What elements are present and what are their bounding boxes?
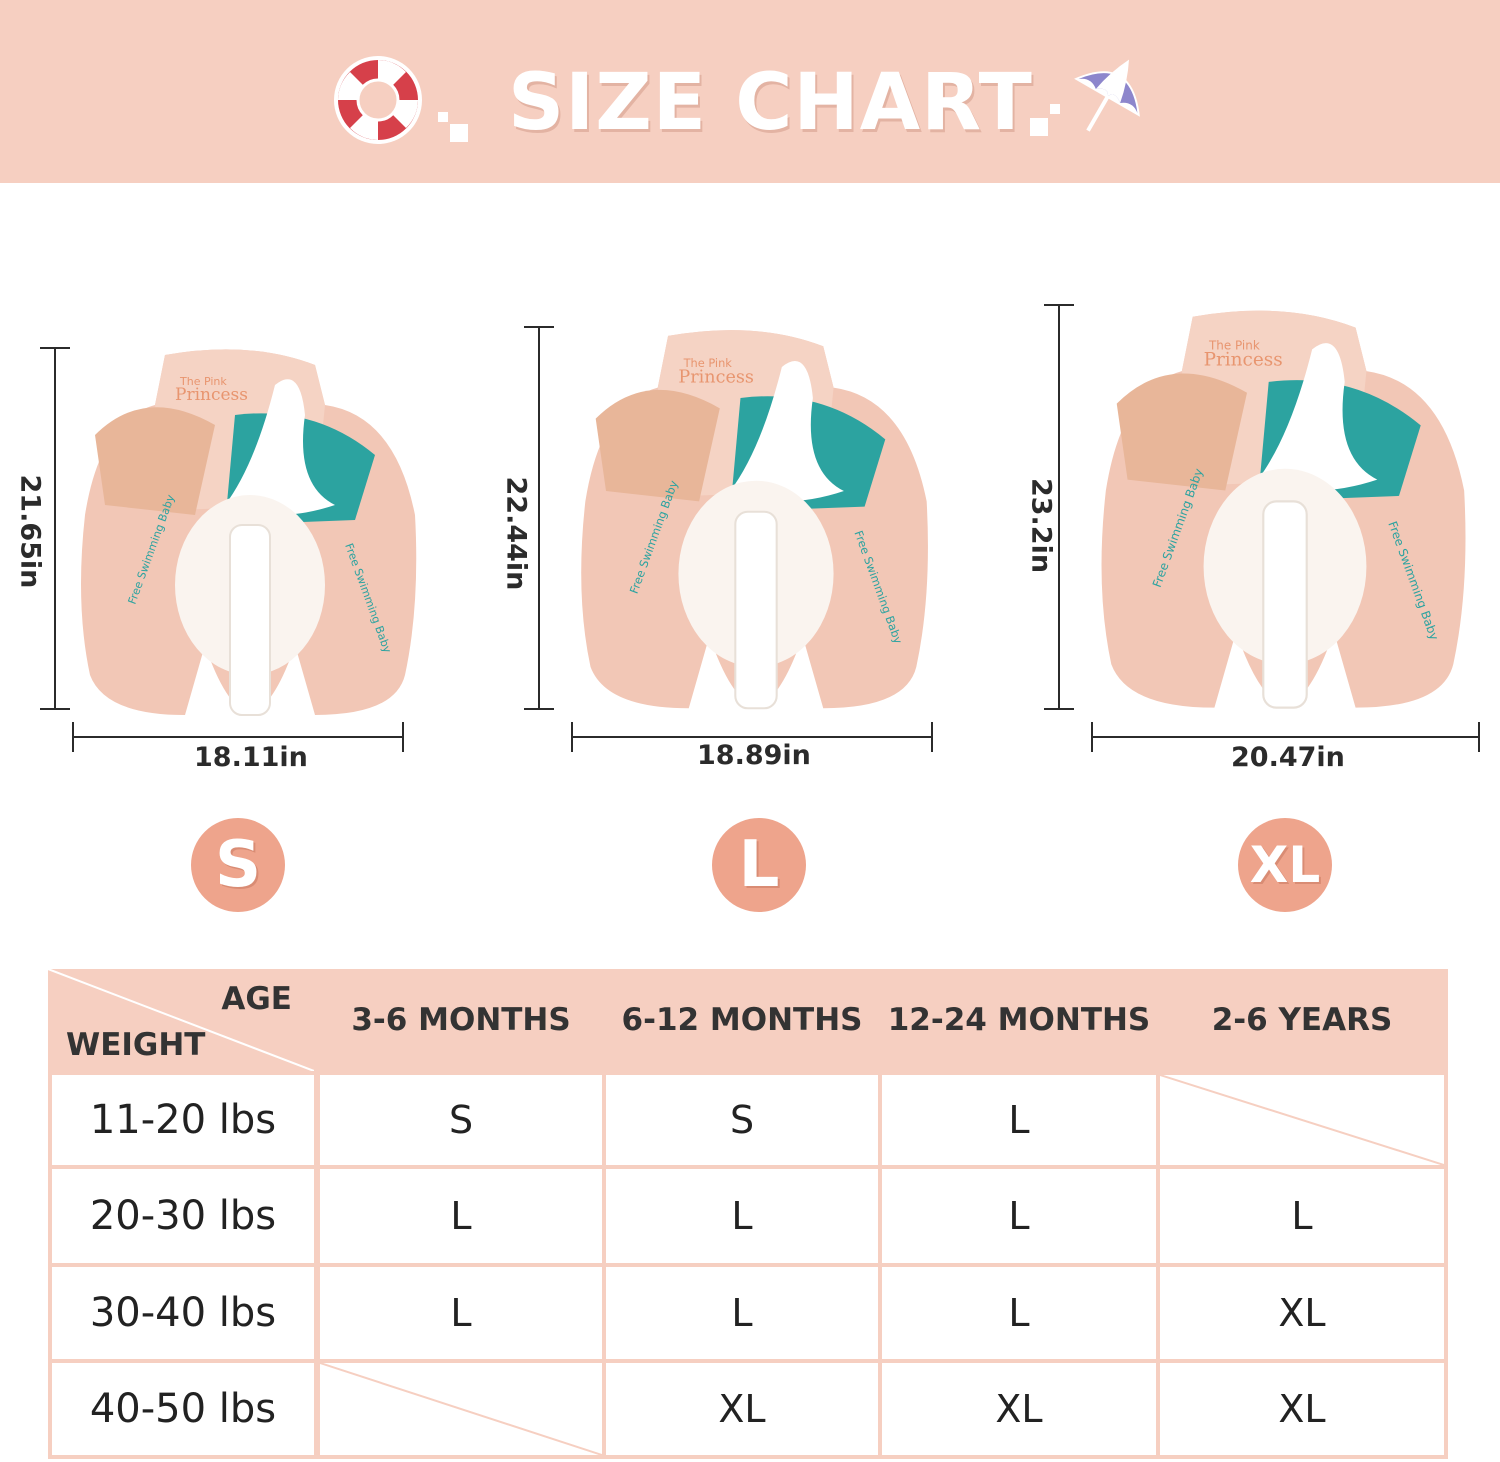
weight-row-header: 11-20 lbs [52, 1075, 314, 1165]
weight-row-header: 20-30 lbs [52, 1169, 314, 1263]
height-dimension-line [524, 326, 554, 710]
column-header: 2-6 YEARS [1160, 969, 1444, 1071]
swim-float-image: The Pink Princess Free Swimming Baby Fre… [581, 330, 928, 710]
table-cell: XL [1160, 1363, 1444, 1455]
table-cell-empty [320, 1363, 602, 1455]
table-cell: L [882, 1075, 1156, 1165]
size-table: AGE WEIGHT 3-6 MONTHS 6-12 MONTHS 12-24 … [48, 969, 1448, 1459]
swim-float-image: The Pink Princess Free Swimming Baby Fre… [1101, 310, 1466, 709]
weight-header-label: WEIGHT [66, 1027, 206, 1063]
column-header: 6-12 MONTHS [606, 969, 878, 1071]
pixel-decoration [1030, 118, 1048, 136]
table-cell: L [320, 1267, 602, 1359]
table-corner-header: AGE WEIGHT [48, 969, 314, 1071]
size-badge: L [712, 818, 806, 912]
height-dimension-line [40, 347, 70, 710]
brand-small-text: The Pink [179, 375, 227, 388]
age-header-label: AGE [221, 981, 292, 1017]
table-cell: S [606, 1075, 878, 1165]
height-label: 23.2in [1025, 477, 1057, 574]
height-label: 22.44in [500, 476, 532, 591]
width-label: 18.11in [194, 742, 308, 773]
width-dimension-line [72, 722, 404, 752]
height-dimension-line [1044, 304, 1074, 710]
table-cell: L [882, 1169, 1156, 1263]
brand-small-text: The Pink [683, 356, 733, 370]
width-label: 20.47in [1231, 742, 1345, 773]
brand-small-text: The Pink [1208, 338, 1260, 352]
table-cell: XL [882, 1363, 1156, 1455]
pixel-decoration [438, 112, 448, 122]
column-header: 12-24 MONTHS [882, 969, 1156, 1071]
table-cell: L [882, 1267, 1156, 1359]
brand-large-text: Princess [1204, 350, 1283, 371]
width-label: 18.89in [697, 740, 811, 771]
life-ring-icon [330, 52, 426, 152]
weight-row-header: 30-40 lbs [52, 1267, 314, 1359]
pixel-decoration [1050, 104, 1060, 114]
table-cell: L [606, 1169, 878, 1263]
beach-umbrella-icon [1060, 48, 1156, 148]
table-cell: S [320, 1075, 602, 1165]
column-header: 3-6 MONTHS [320, 969, 602, 1071]
header-banner: SIZE CHART [0, 0, 1500, 183]
brand-large-text: Princess [678, 367, 753, 387]
width-dimension-line [1091, 722, 1480, 752]
weight-row-header: 40-50 lbs [52, 1363, 314, 1455]
table-cell: XL [1160, 1267, 1444, 1359]
size-badge: XL [1238, 818, 1332, 912]
width-dimension-line [571, 722, 933, 752]
swim-float-image: The Pink Princess Free Swimming Baby Fre… [81, 349, 417, 716]
table-cell-empty [1160, 1075, 1444, 1165]
size-badge: S [191, 818, 285, 912]
table-cell: L [1160, 1169, 1444, 1263]
pixel-decoration [450, 124, 468, 142]
height-label: 21.65in [14, 474, 46, 589]
brand-large-text: Princess [175, 385, 248, 405]
page-title: SIZE CHART [508, 58, 1033, 148]
table-cell: L [320, 1169, 602, 1263]
table-cell: XL [606, 1363, 878, 1455]
table-cell: L [606, 1267, 878, 1359]
